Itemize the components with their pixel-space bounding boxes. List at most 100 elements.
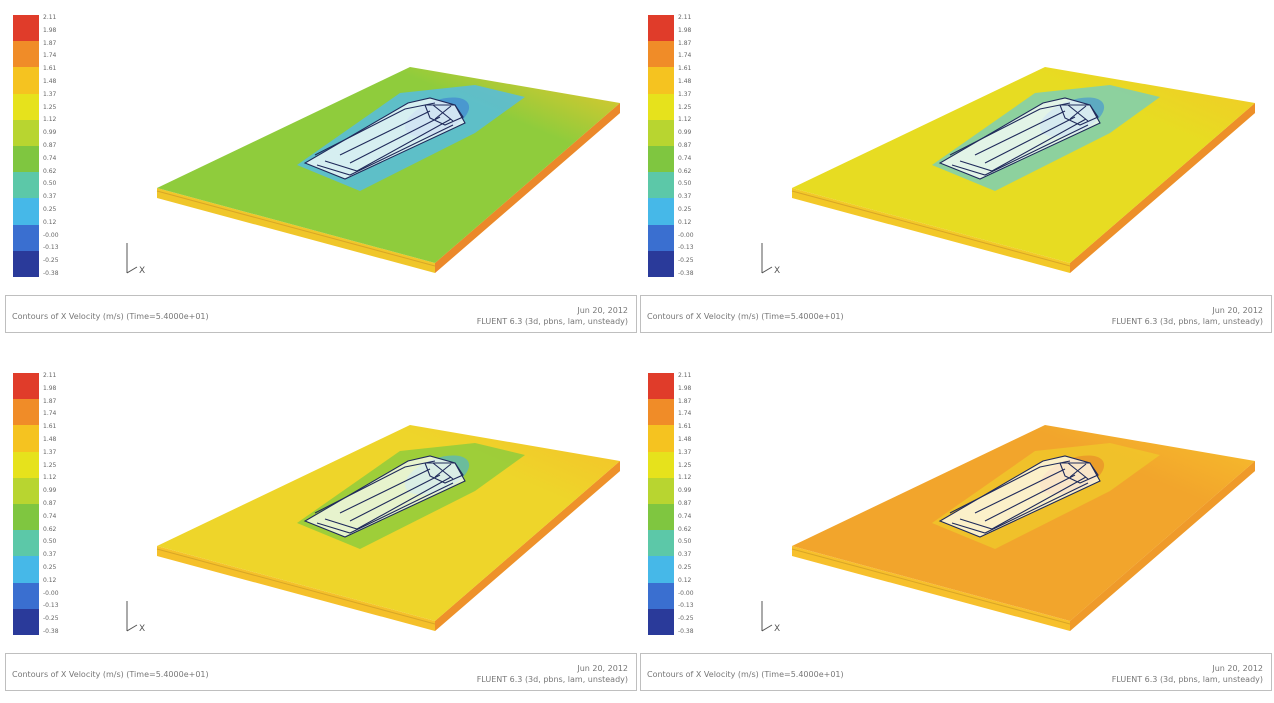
colorbar-tick-label: 1.48 [43, 436, 57, 443]
colorbar-tick-label: 1.25 [678, 461, 692, 469]
colorbar-swatch [13, 556, 39, 584]
colorbar-swatch [648, 67, 674, 95]
colorbar-swatch [648, 172, 674, 199]
hull-bow-strut [434, 105, 452, 120]
slab-edge-face [1070, 461, 1255, 631]
plot-caption: Contours of X Velocity (m/s) (Time=5.400… [640, 295, 1272, 333]
colorbar-tick-label: -0.25 [43, 615, 59, 623]
colorbar-tick-label: 1.48 [678, 436, 692, 443]
colorbar-tick-label: 0.50 [43, 538, 57, 546]
colorbar-tick-label: 0.62 [678, 167, 692, 175]
colorbar-swatch [648, 582, 674, 610]
slab-edge-face [435, 103, 620, 273]
colorbar-ticks: 2.11 1.98 1.87 1.74 1.61 1.48 1.37 1.25 1.12 0.99… [43, 373, 83, 635]
colorbar-tick-label: 2.11 [43, 372, 57, 379]
colorbar-tick-label: 0.37 [43, 193, 57, 201]
colorbar-tick-label: -0.38 [43, 270, 59, 277]
hull-wireframe [938, 455, 1101, 538]
hull-rail [324, 476, 452, 530]
colorbar-tick-label: 0.25 [678, 564, 692, 571]
colorbar-tick-label: -0.25 [43, 257, 59, 265]
hull-bow [1059, 462, 1099, 484]
colorbar-tick-label: 1.98 [43, 26, 57, 34]
colorbar-tick-label: 1.61 [678, 65, 692, 73]
colorbar-tick-label: 0.99 [43, 129, 57, 137]
axis-x-line [761, 266, 773, 274]
colorbar-tick-label: 0.87 [43, 500, 57, 507]
colorbar-tick-label: -0.25 [678, 257, 694, 265]
colorbar-tick-label: 1.37 [43, 90, 57, 98]
colorbar-tick-label: 0.12 [678, 576, 692, 584]
colorbar-swatch [648, 146, 674, 173]
contour-panel-3: 2.11 1.98 1.87 1.74 1.61 1.48 1.37 1.25 1.12 0.99… [5, 363, 637, 703]
hull-rail [324, 118, 452, 172]
axis-label: X [139, 624, 145, 634]
contour-scene [791, 67, 1255, 273]
colorbar [648, 373, 674, 636]
colorbar-tick-label: 1.74 [43, 410, 57, 418]
hull-bow-strut [1069, 463, 1087, 478]
contour-panel-2: 2.11 1.98 1.87 1.74 1.61 1.48 1.37 1.25 1.12 0.99… [640, 5, 1272, 345]
hull-rib [339, 468, 431, 514]
colorbar-ticks: 2.11 1.98 1.87 1.74 1.61 1.48 1.37 1.25 1.12 0.99… [678, 373, 718, 635]
slab-layer-line [156, 548, 436, 625]
colorbar-tick-label: 1.37 [43, 448, 57, 456]
caption-software: FLUENT 6.3 (3d, pbns, lam, unsteady) [1111, 675, 1263, 684]
colorbar-tick-label: 1.87 [43, 397, 57, 405]
colorbar-tick-label: 1.25 [678, 103, 692, 111]
colorbar-tick-label: 1.98 [43, 384, 57, 392]
colorbar-swatch [648, 608, 674, 636]
slab-edge-face [435, 461, 620, 631]
colorbar-tick-label: 1.87 [678, 39, 692, 47]
colorbar-swatch [13, 477, 39, 505]
colorbar-tick-label: 1.25 [43, 461, 57, 469]
colorbar-swatch [13, 119, 39, 147]
hull-bow [424, 104, 464, 126]
colorbar-ticks: 2.11 1.98 1.87 1.74 1.61 1.48 1.37 1.25 1.12 0.99… [678, 15, 718, 277]
colorbar-swatch [13, 93, 39, 121]
hull-wireframe [303, 455, 466, 538]
colorbar-swatch [13, 172, 39, 199]
slab-layer-line [791, 548, 1071, 625]
colorbar-tick-label: 0.50 [678, 538, 692, 546]
colorbar-swatch [13, 224, 39, 252]
colorbar-swatch [13, 67, 39, 95]
hull-rib [339, 110, 431, 156]
colorbar-tick-label: -0.38 [678, 628, 694, 635]
colorbar-swatch [13, 399, 39, 426]
axis-label: X [139, 266, 145, 276]
colorbar-tick-label: -0.13 [43, 602, 59, 610]
colorbar-tick-label: -0.00 [43, 589, 59, 597]
colorbar-swatch [648, 119, 674, 147]
hull-rail [959, 118, 1087, 172]
colorbar-tick-label: 0.99 [678, 487, 692, 495]
colorbar-tick-label: 0.37 [678, 551, 692, 559]
hull-rail [951, 124, 1089, 176]
colorbar [13, 373, 39, 636]
hull-rib [974, 468, 1066, 514]
hull-wireframe [938, 97, 1101, 180]
colorbar-swatch [648, 373, 674, 400]
colorbar-swatch [648, 15, 674, 42]
hull-rib [349, 116, 441, 164]
hull-rail [959, 476, 1087, 530]
colorbar-tick-label: 1.37 [678, 448, 692, 456]
hull-rib [349, 474, 441, 522]
axis-triad-icon: X [761, 243, 780, 276]
colorbar-tick-label: -0.00 [43, 231, 59, 239]
hull-rail [316, 124, 454, 176]
plot-caption: Contours of X Velocity (m/s) (Time=5.400… [640, 653, 1272, 691]
caption-date: Jun 20, 2012 [1212, 664, 1263, 673]
colorbar-tick-label: 0.37 [678, 193, 692, 201]
colorbar-tick-label: 0.25 [43, 206, 57, 213]
colorbar-tick-label: 1.37 [678, 90, 692, 98]
contour-panel-1: 2.11 1.98 1.87 1.74 1.61 1.48 1.37 1.25 1.12 0.99… [5, 5, 637, 345]
caption-title: Contours of X Velocity (m/s) (Time=5.400… [12, 670, 209, 679]
colorbar-tick-label: 1.87 [678, 397, 692, 405]
colorbar-tick-label: 0.87 [43, 142, 57, 149]
slab-layer-line [791, 190, 1071, 267]
colorbar-swatch [648, 224, 674, 252]
colorbar-swatch [13, 15, 39, 42]
caption-software: FLUENT 6.3 (3d, pbns, lam, unsteady) [476, 317, 628, 326]
colorbar-swatch [648, 556, 674, 584]
